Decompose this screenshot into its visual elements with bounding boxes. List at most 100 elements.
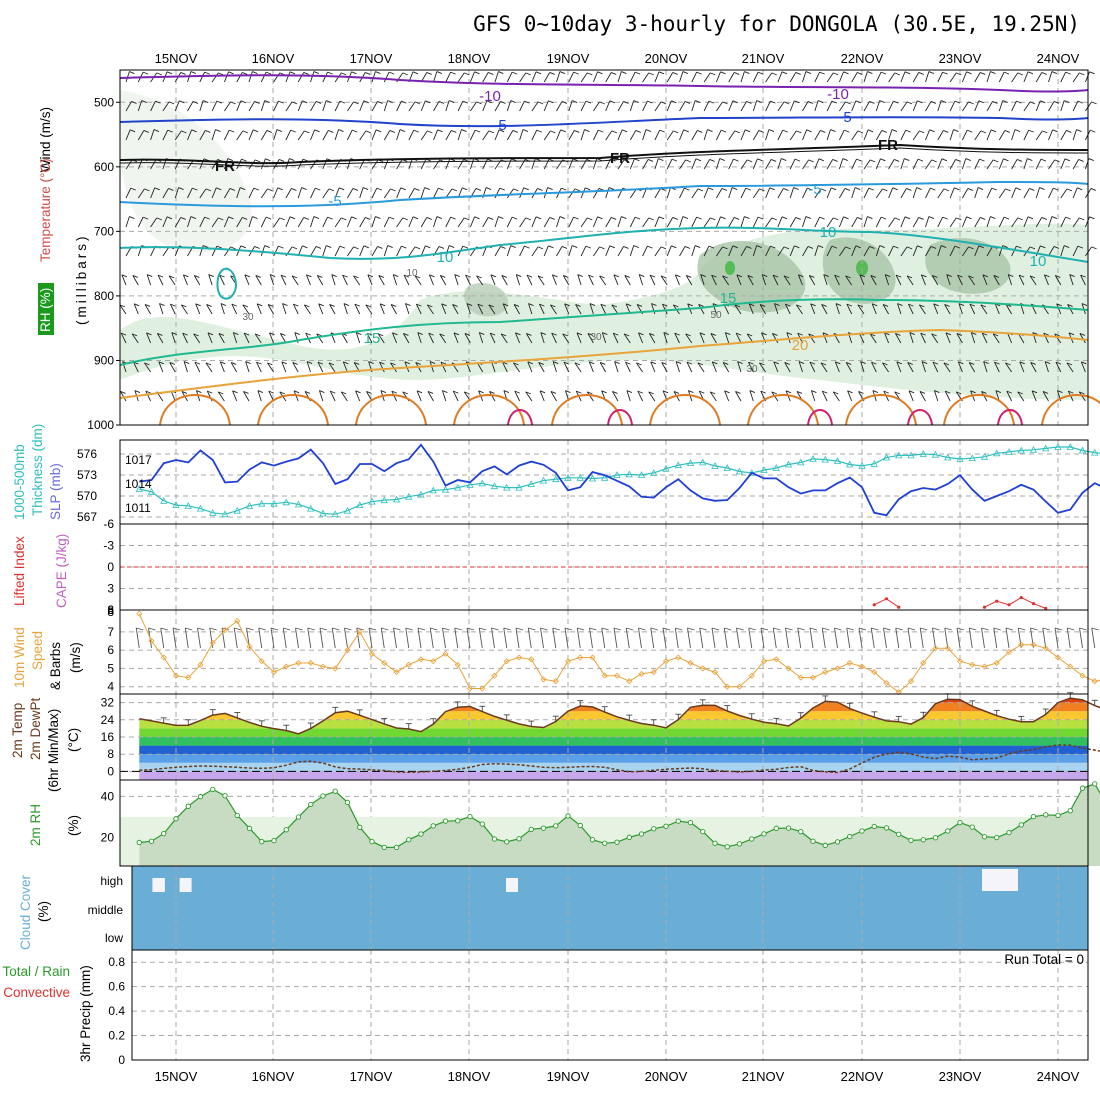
wind10m-barbs [135, 627, 1099, 649]
wind-barb-flag [169, 362, 175, 365]
thickness-marker [1042, 444, 1050, 452]
precip-tick-0.4: 0.4 [108, 1004, 125, 1018]
wind-barb-flag [231, 303, 238, 307]
wind-barb-flag [773, 361, 779, 365]
wind-speed-marker [1091, 678, 1098, 685]
wind-barb [986, 71, 991, 83]
thickness-marker [1091, 448, 1099, 456]
wind-barb-flag [609, 100, 615, 104]
wind-barb-flag [190, 71, 197, 74]
wind-barb-flag [303, 217, 309, 220]
date-label-16nov: 16NOV [252, 51, 295, 66]
wind-barb [170, 390, 176, 402]
wind-barb-flag [833, 391, 839, 395]
wind-barb-flag [857, 72, 863, 75]
wind-barb [282, 303, 287, 315]
wind-barb [851, 158, 857, 170]
wind-barb-flag [485, 187, 492, 190]
wind-barb-flag [343, 303, 350, 306]
wind-barb-flag [983, 361, 989, 364]
wind-barb [808, 275, 816, 286]
wind-barb-flag [329, 304, 335, 307]
wind-barb-flag [798, 274, 804, 278]
wind-barb [575, 304, 582, 315]
wind-barb-flag [1005, 188, 1011, 192]
rh-marker [896, 831, 902, 837]
wind-barb [310, 129, 316, 141]
wind-barb [912, 217, 920, 228]
wind-barb-flag [639, 274, 645, 277]
wind-barb [1005, 304, 1012, 315]
wind-barb [931, 333, 939, 344]
surface-barb-flag [834, 627, 842, 631]
wind-barb-flag [612, 391, 618, 394]
wind-barb-flag [744, 129, 751, 133]
wind-barb [888, 100, 894, 112]
wind-barb-flag [231, 362, 237, 365]
wind-speed-marker [270, 669, 278, 676]
wind-barb [494, 71, 499, 83]
wind-barb-flag [980, 130, 987, 134]
wind-barb [724, 390, 730, 402]
wind-barb [589, 303, 594, 315]
wind-barb-flag [403, 274, 410, 278]
surface-barb [160, 627, 165, 649]
wind-barb-flag [971, 332, 977, 335]
chart-title: GFS 0~10day 3-hourly for DONGOLA (30.5E,… [473, 12, 1080, 36]
precip-tick-0.6: 0.6 [108, 980, 125, 994]
wind-barb-flag [241, 158, 247, 162]
wind-barb [465, 274, 471, 286]
wind-barb [580, 187, 586, 199]
rh-marker [724, 844, 730, 850]
wind-barb [371, 246, 378, 257]
wind-barb-flag [696, 71, 702, 75]
rh-marker [932, 835, 939, 841]
wind-barb [489, 332, 496, 344]
wind-barb-flag [658, 216, 665, 220]
wind-barb-flag [393, 274, 399, 277]
wind-barb [285, 129, 292, 141]
wind-barb-flag [846, 362, 852, 365]
surface-barb [307, 627, 312, 649]
rh-marker [320, 793, 326, 799]
wind-barb [162, 101, 170, 112]
wind-barb [207, 332, 213, 344]
wind-barb [642, 159, 649, 170]
contour-minus10 [119, 74, 1089, 93]
wind-tick-6: 6 [107, 643, 114, 657]
wind-barb [637, 390, 644, 402]
wind-barb-flag [880, 158, 886, 162]
wind-barb-flag [414, 101, 421, 105]
wind-barb-flag [464, 391, 470, 395]
wind-barb [218, 333, 225, 344]
wind-barb-flag [995, 390, 1002, 393]
wind-barb-flag [440, 361, 447, 365]
wind-barb [199, 216, 206, 228]
wind-barb-flag [476, 101, 482, 105]
wind-barb [748, 361, 754, 373]
wind-speed-marker [381, 659, 388, 667]
wind-barb-flag [264, 245, 270, 248]
wind-barb [888, 245, 894, 257]
wind-barb-flag [756, 100, 762, 103]
wind-barb [752, 216, 759, 228]
wind-barb [580, 245, 587, 257]
rh-marker [1067, 808, 1073, 814]
thickness-tick-576: 576 [77, 447, 97, 461]
wind-speed-marker [883, 679, 890, 687]
wind-barb [379, 303, 385, 315]
wind-barb-flag [893, 100, 899, 104]
wind-barb [728, 187, 733, 199]
wind-barb-flag [327, 216, 333, 220]
thickness-marker [650, 469, 658, 476]
surface-barb-flag [466, 627, 475, 631]
wind-barb [482, 100, 488, 112]
thickness-marker [307, 504, 315, 512]
wind-barb-flag [575, 304, 581, 307]
wind-barb-flag [351, 71, 357, 75]
rh-marker [1018, 822, 1024, 828]
thickness-marker [833, 457, 842, 464]
contour-label: 20 [792, 337, 809, 354]
